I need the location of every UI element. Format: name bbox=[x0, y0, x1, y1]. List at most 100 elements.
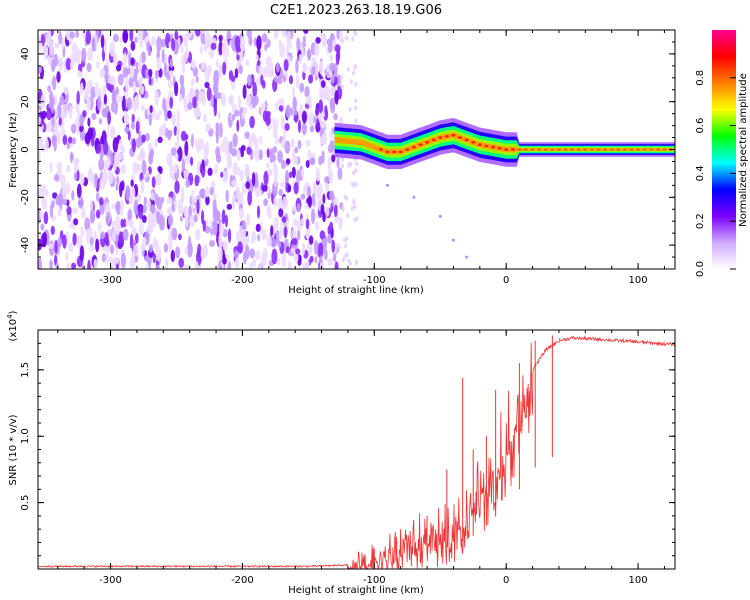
heatmap-cell bbox=[93, 230, 97, 241]
heatmap-cell bbox=[128, 52, 132, 68]
heatmap-cell bbox=[111, 102, 115, 113]
heatmap-cell bbox=[106, 245, 111, 253]
heatmap-cell bbox=[327, 156, 331, 171]
heatmap-cell bbox=[292, 96, 297, 111]
heatmap-cell bbox=[352, 30, 356, 35]
branch-cell bbox=[386, 183, 389, 187]
heatmap-cell bbox=[296, 219, 302, 231]
heatmap-cell bbox=[93, 258, 98, 269]
heatmap-cell bbox=[148, 77, 152, 86]
heatmap-cell bbox=[109, 150, 114, 166]
heatmap-cell bbox=[323, 248, 328, 261]
x-tick-label: -300 bbox=[99, 275, 122, 286]
heatmap-cell bbox=[160, 38, 167, 48]
heatmap-cell bbox=[190, 89, 196, 98]
heatmap-cell bbox=[46, 121, 53, 133]
heatmap-cell bbox=[209, 240, 216, 247]
heatmap-cell bbox=[235, 231, 241, 242]
heatmap-cell bbox=[245, 59, 250, 66]
ridge-peak bbox=[649, 148, 654, 151]
heatmap-cell bbox=[208, 48, 214, 59]
heatmap-cell bbox=[309, 152, 316, 160]
heatmap-cell bbox=[351, 36, 355, 42]
ridge-peak bbox=[471, 141, 476, 144]
heatmap-cell bbox=[201, 93, 206, 107]
heatmap-cell bbox=[281, 252, 287, 268]
x-tick-label: -200 bbox=[231, 575, 254, 586]
x-tick-label: 100 bbox=[629, 275, 648, 286]
heatmap-cell bbox=[113, 152, 120, 167]
heatmap-cell bbox=[272, 146, 278, 154]
heatmap-cell bbox=[124, 113, 130, 126]
heatmap-cell bbox=[42, 231, 48, 248]
heatmap-cell bbox=[325, 206, 330, 218]
heatmap-cell bbox=[307, 149, 312, 162]
heatmap-cell bbox=[213, 102, 217, 117]
heatmap-cell bbox=[149, 244, 153, 253]
heatmap-cell bbox=[336, 157, 340, 169]
line-panel: -300 -200 -100 0 100 0.5 1.0 1.5 Height of str… bbox=[6, 310, 676, 596]
heatmap-cell bbox=[354, 168, 358, 174]
heatmap-cell bbox=[297, 202, 301, 213]
heatmap-cell bbox=[43, 44, 49, 58]
heatmap-cell bbox=[139, 147, 146, 163]
heatmap-cell bbox=[187, 235, 192, 252]
heatmap-cell bbox=[262, 184, 269, 192]
ridge-peak bbox=[385, 150, 390, 154]
heatmap-cell bbox=[70, 123, 77, 134]
heatmap-cell bbox=[120, 252, 127, 269]
heatmap-cell bbox=[216, 154, 222, 164]
heatmap-cell bbox=[306, 185, 311, 198]
heatmap-cell bbox=[270, 238, 277, 248]
heatmap-cell bbox=[329, 86, 336, 97]
heatmap-cell bbox=[130, 57, 135, 66]
heatmap-cell bbox=[340, 84, 344, 90]
heatmap-cell bbox=[142, 236, 147, 249]
x-tick-label: 0 bbox=[503, 575, 509, 586]
heatmap-cell bbox=[155, 246, 162, 262]
heatmap-cell bbox=[43, 211, 49, 225]
heatmap-cell bbox=[195, 229, 201, 241]
figure-title: C2E1.2023.263.18.19.G06 bbox=[270, 3, 442, 18]
heatmap-cell bbox=[195, 76, 199, 83]
heatmap-cell bbox=[151, 35, 157, 46]
heatmap-cell bbox=[251, 172, 256, 187]
heatmap-cell bbox=[225, 214, 228, 228]
heatmap-cell bbox=[217, 64, 224, 78]
heatmap-cell bbox=[310, 208, 316, 225]
heatmap-cell bbox=[245, 181, 251, 189]
heatmap-cell bbox=[196, 141, 200, 153]
heatmap-cell bbox=[277, 197, 284, 212]
ridge-peak bbox=[444, 135, 449, 138]
heatmap-cell bbox=[316, 184, 322, 199]
colorbar-tick-label: 0.0 bbox=[695, 261, 706, 277]
heatmap-cell bbox=[244, 131, 250, 139]
heatmap-cell bbox=[323, 129, 327, 142]
heatmap-cell bbox=[206, 87, 212, 101]
heatmap-cell bbox=[186, 30, 193, 39]
heatmap-cell bbox=[248, 35, 253, 46]
heatmap-cell bbox=[124, 77, 129, 93]
heatmap-cell bbox=[194, 174, 200, 187]
heatmap-cell bbox=[190, 59, 197, 69]
heatmap-cell bbox=[255, 77, 262, 86]
heatmap-cell bbox=[268, 62, 274, 78]
heatmap-cell bbox=[295, 248, 301, 255]
heatmap-cell bbox=[156, 36, 162, 52]
heatmap-cell bbox=[331, 239, 336, 253]
heatmap-cell bbox=[195, 30, 201, 37]
heatmap-cell bbox=[113, 256, 120, 264]
heatmap-cell bbox=[135, 232, 139, 244]
heatmap-cell bbox=[214, 84, 218, 100]
heatmap-cell bbox=[284, 140, 291, 154]
heatmap-cell bbox=[38, 137, 44, 151]
heatmap-cell bbox=[270, 225, 274, 237]
heatmap-cell bbox=[112, 227, 117, 243]
heatmap-cell bbox=[140, 51, 146, 64]
heatmap-cell bbox=[285, 104, 291, 119]
heatmap-cell bbox=[166, 152, 172, 167]
heatmap-cell bbox=[301, 110, 307, 124]
heatmap-cell bbox=[281, 159, 286, 170]
heatmap-cell bbox=[71, 262, 77, 269]
